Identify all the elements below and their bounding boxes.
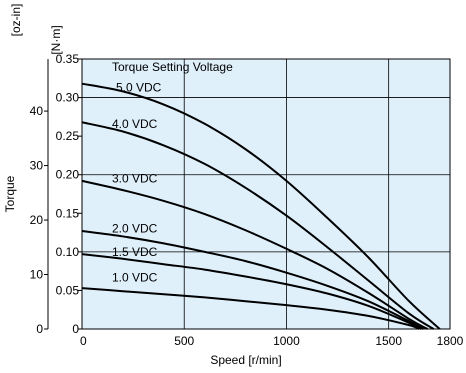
legend-title: Torque Setting Voltage: [112, 60, 233, 74]
series-label: 1.0 VDC: [112, 270, 158, 284]
secondary-y-tick-label: 20: [30, 213, 44, 227]
x-tick-label: 500: [174, 334, 194, 348]
x-tick-label: 1500: [375, 334, 402, 348]
series-label: 3.0 VDC: [112, 172, 158, 186]
x-tick-label: 1800: [437, 334, 464, 348]
y-tick-label: 0.10: [56, 245, 80, 259]
series-line: [81, 179, 428, 330]
series-lines: [81, 82, 441, 330]
y-tick-label: 0.05: [56, 283, 80, 297]
y-tick-label: 0.30: [56, 91, 80, 105]
x-axis-label: Speed [r/min]: [210, 353, 281, 367]
y-tick-label: 0.20: [56, 168, 80, 182]
series-label: 1.5 VDC: [112, 245, 158, 259]
y-unit-secondary: [oz-in]: [9, 4, 23, 37]
grid-lines: [82, 59, 450, 329]
y-tick-label: 0.25: [56, 129, 80, 143]
x-tick-label: 0: [80, 334, 87, 348]
secondary-y-tick-label: 10: [30, 268, 44, 282]
axes: 0 500 1000 1500 1800 0 0.05 0.10 0.15 0.20 0.25 0.3…: [30, 52, 464, 348]
series-line: [81, 287, 420, 330]
secondary-y-tick-label: 30: [30, 159, 44, 173]
y-tick-label: 0: [72, 322, 79, 336]
series-labels: 5.0 VDC 4.0 VDC 3.0 VDC 2.0 VDC 1.5 VDC 1.0 V…: [112, 81, 162, 285]
series-label: 2.0 VDC: [112, 222, 158, 236]
series-line: [81, 82, 441, 330]
secondary-y-tick-label: 40: [30, 104, 44, 118]
series-line: [81, 121, 435, 330]
series-label: 4.0 VDC: [112, 117, 158, 131]
y-tick-label: 0.15: [56, 206, 80, 220]
secondary-y-tick-label: 0: [36, 322, 43, 336]
plot-frame: [81, 58, 451, 330]
y-axis-label: Torque: [3, 175, 17, 212]
series-line: [81, 253, 422, 330]
y-tick-label: 0.35: [56, 52, 80, 66]
series-line: [81, 230, 424, 330]
y-unit-primary: [N·m]: [49, 25, 63, 54]
x-tick-label: 1000: [273, 334, 300, 348]
series-label: 5.0 VDC: [116, 81, 162, 95]
